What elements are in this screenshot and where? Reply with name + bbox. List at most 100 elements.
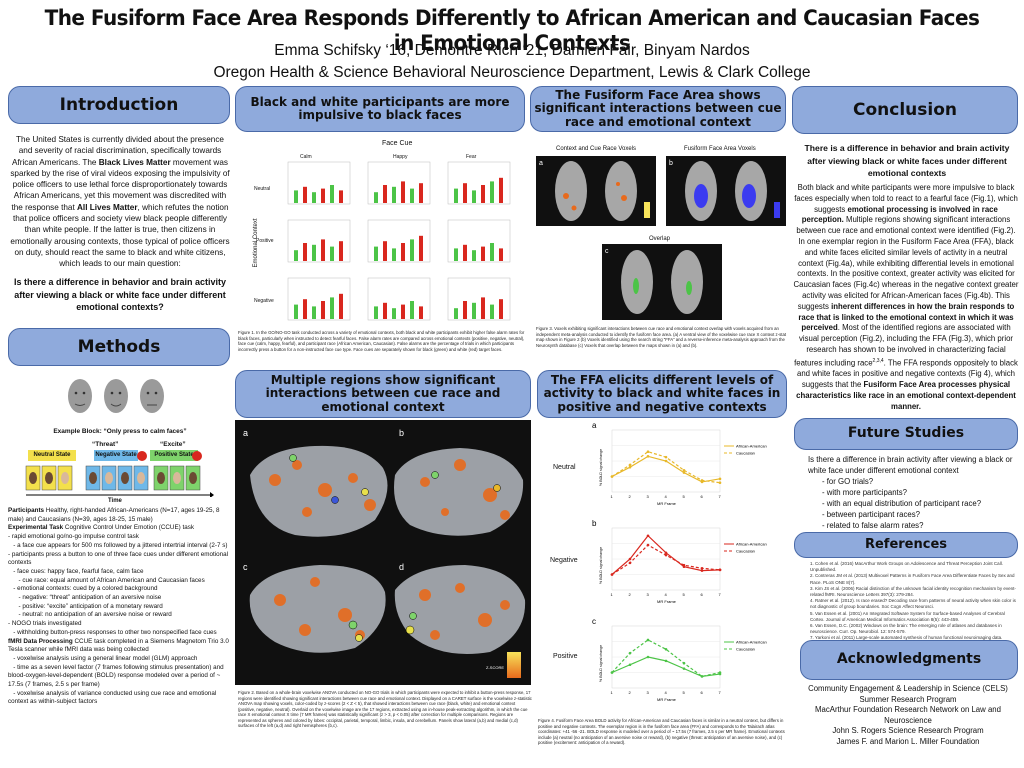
neutral-state-label: Neutral State bbox=[28, 450, 76, 461]
methods-line-text: - NOGO trials investigated bbox=[8, 620, 82, 628]
methods-line: - voxelwise analysis using a general lin… bbox=[8, 655, 230, 664]
threat-label: “Threat” bbox=[92, 441, 119, 448]
methods-line-text: - positive: “excite” anticipation of a m… bbox=[8, 602, 163, 610]
ffa-overlap-brain-images: a b c bbox=[536, 156, 786, 320]
false-alarm-bar bbox=[374, 192, 378, 203]
data-point bbox=[718, 568, 722, 572]
ffa-levels-header: The FFA elicits different levels of acti… bbox=[537, 370, 787, 418]
x-tick-label: 5 bbox=[683, 690, 686, 695]
x-tick-label: 6 bbox=[701, 494, 704, 499]
data-point bbox=[628, 651, 632, 655]
false-alarm-bar bbox=[321, 239, 325, 261]
affiliation: Oregon Health & Science Behavioral Neuro… bbox=[213, 64, 811, 81]
acknowledgments-header: Acknowledgments bbox=[800, 640, 1018, 680]
brain-surface-panel: a b c d bbox=[235, 420, 531, 685]
future-study-item: - for GO trials? bbox=[822, 477, 874, 486]
methods-line-text: - neutral: no anticipation of an aversiv… bbox=[8, 611, 172, 619]
legend-entry: African-American bbox=[736, 444, 767, 449]
false-alarm-bar-grid bbox=[287, 161, 511, 321]
data-point bbox=[628, 561, 632, 565]
svg-text:c: c bbox=[243, 562, 248, 572]
methods-line-text: Cognitive Control Under Emotion (CCUE) t… bbox=[63, 524, 195, 532]
col-calm: Calm bbox=[300, 154, 312, 160]
false-alarm-bar bbox=[490, 181, 494, 203]
false-alarm-bar bbox=[401, 181, 405, 203]
false-alarm-bar bbox=[463, 183, 467, 203]
false-alarm-bar bbox=[303, 243, 307, 261]
false-alarm-bar bbox=[499, 177, 503, 203]
methods-line-text: - cue race: equal amount of African Amer… bbox=[8, 576, 205, 584]
emotional-context-label: Emotional Context bbox=[253, 218, 259, 268]
methods-line: Experimental Task Cognitive Control Unde… bbox=[8, 524, 230, 533]
x-tick-label: 7 bbox=[719, 592, 722, 597]
reference-item: 3. Kim JS et al. (2006) Racial distincti… bbox=[810, 585, 1016, 598]
acknowledgment-item: MacArthur Foundation Research Network on… bbox=[815, 705, 1001, 725]
reference-item: 4. Ratner et al. (2012). Is race erased?… bbox=[810, 598, 1016, 610]
row-label-positive: Positive bbox=[553, 653, 578, 660]
authors: Emma Schifsky ‘16, Demontre Rich ‘21, Da… bbox=[274, 42, 750, 59]
false-alarm-bar bbox=[472, 302, 476, 319]
false-alarm-bar bbox=[330, 297, 334, 319]
example-block-label: Example Block: “Only press to calm faces… bbox=[53, 428, 187, 435]
false-alarm-bar bbox=[401, 243, 405, 261]
false-alarm-bar bbox=[481, 246, 485, 261]
figure-4-caption: Figure 4. Fusiform Face Area BOLD activi… bbox=[538, 718, 785, 745]
legend-entry: Caucasian bbox=[736, 647, 755, 652]
data-point bbox=[610, 671, 614, 674]
methods-line-heading: fMRI Data Processing bbox=[8, 637, 73, 645]
overlap-label: Overlap bbox=[649, 236, 671, 242]
col-happy: Happy bbox=[393, 154, 408, 160]
data-point bbox=[664, 455, 668, 459]
methods-line: - voxelwise analysis of variance conduct… bbox=[8, 690, 230, 707]
excite-label: “Excite” bbox=[160, 441, 186, 448]
acknowledgment-item: Community Engagement & Leadership in Sci… bbox=[808, 684, 1008, 693]
future-study-item: - with an equal distribution of particip… bbox=[822, 499, 982, 508]
false-alarm-bar bbox=[419, 183, 423, 203]
data-point bbox=[718, 477, 722, 481]
row-negative: Negative bbox=[254, 298, 274, 304]
impulsive-header: Black and white participants are more im… bbox=[235, 86, 525, 132]
false-alarm-bar bbox=[463, 244, 467, 261]
methods-line: - withholding button-press responses to … bbox=[8, 629, 230, 638]
false-alarm-bar bbox=[454, 308, 458, 319]
x-axis-label: MR Frame bbox=[657, 501, 677, 506]
x-axis-label: MR Frame bbox=[657, 599, 677, 604]
future-studies-text: Is there a difference in brain activity … bbox=[808, 455, 1013, 530]
false-alarm-bar bbox=[392, 186, 396, 203]
x-tick-label: 4 bbox=[665, 690, 668, 695]
legend-entry: Caucasian bbox=[736, 549, 755, 554]
acknowledgment-item: John S. Rogers Science Research Program bbox=[832, 726, 984, 736]
false-alarm-bar bbox=[392, 308, 396, 319]
data-point bbox=[646, 543, 650, 547]
svg-text:c: c bbox=[605, 248, 609, 255]
false-alarm-bar bbox=[463, 301, 467, 319]
false-alarm-bar bbox=[481, 185, 485, 203]
methods-line: - negative: “threat” anticipation of an … bbox=[8, 594, 230, 603]
svg-text:b: b bbox=[399, 428, 404, 438]
col-fear: Fear bbox=[466, 154, 477, 160]
false-alarm-bar bbox=[472, 250, 476, 261]
x-tick-label: 1 bbox=[611, 690, 614, 695]
methods-header: Methods bbox=[8, 328, 230, 366]
row-label-neutral: Neutral bbox=[553, 464, 576, 471]
introduction-header: Introduction bbox=[8, 86, 230, 124]
data-point bbox=[664, 659, 668, 663]
warning-icons bbox=[137, 451, 202, 461]
false-alarm-bar bbox=[419, 306, 423, 319]
data-point bbox=[700, 675, 704, 678]
false-alarm-bar bbox=[392, 248, 396, 261]
face-cue-label: Face Cue bbox=[382, 140, 413, 147]
row-neutral: Neutral bbox=[254, 186, 271, 192]
row-label-negative: Negative bbox=[550, 557, 578, 564]
false-alarm-bar bbox=[294, 250, 298, 261]
x-tick-label: 1 bbox=[611, 494, 614, 499]
data-point bbox=[610, 573, 614, 576]
false-alarm-bar bbox=[312, 306, 316, 319]
false-alarm-bar bbox=[330, 185, 334, 203]
data-point bbox=[646, 450, 650, 453]
x-axis-label: MR Frame bbox=[657, 697, 677, 702]
svg-text:d: d bbox=[399, 562, 404, 572]
svg-text:b: b bbox=[669, 160, 673, 167]
y-axis-label: % BOLD signal change bbox=[599, 449, 603, 486]
data-point bbox=[700, 479, 704, 482]
